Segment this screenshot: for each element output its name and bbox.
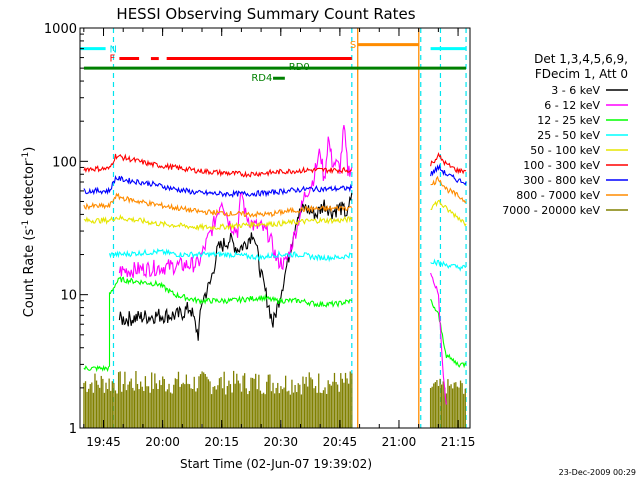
- series-line-6-12keV: [118, 125, 353, 279]
- y-axis-label-main: Count Rate (s: [22, 229, 37, 318]
- y-axis-label-end: ): [22, 147, 37, 152]
- plot-content: [80, 28, 467, 428]
- legend-label: 3 - 6 keV: [551, 84, 600, 97]
- post-gap-series-line-4: [430, 258, 467, 272]
- series-line-800-7000keV: [83, 192, 353, 219]
- y-tick-label: 10: [60, 289, 77, 304]
- y-axis-label-sup2: -1: [21, 152, 31, 161]
- x-tick-label: 20:45: [323, 435, 358, 449]
- post-gap-series-line-2: [430, 175, 467, 204]
- y-tick-label: 1000: [44, 22, 77, 37]
- chart-title: HESSI Observing Summary Count Rates: [116, 5, 415, 23]
- legend-label: 25 - 50 keV: [537, 129, 600, 142]
- post-gap-series-line-6: [430, 272, 447, 405]
- series-line-300-800keV: [83, 174, 353, 198]
- annotation-rd4: RD4: [251, 73, 272, 84]
- legend-label: 7000 - 20000 keV: [502, 204, 600, 217]
- post-gap-series-line-1: [430, 163, 467, 186]
- y-axis-label: Count Rate (s-1 detector-1): [21, 147, 37, 318]
- x-tick-label: 20:30: [263, 435, 298, 449]
- series-line-100-300keV: [83, 153, 352, 178]
- post-gap-series-line-0: [430, 152, 467, 175]
- legend: Det 1,3,4,5,6,9, FDecim 1, Att 0 3 - 6 k…: [502, 52, 628, 217]
- series-line-25-50keV: [108, 247, 353, 263]
- legend-label: 50 - 100 keV: [530, 144, 600, 157]
- x-axis: 19:45 20:00 20:15 20:30 20:45 21:00 21:15: [83, 28, 476, 449]
- x-tick-label: 20:15: [204, 435, 239, 449]
- x-axis-label: Start Time (02-Jun-07 19:39:02): [180, 457, 372, 471]
- legend-label: 12 - 25 keV: [537, 114, 600, 127]
- y-axis-label-sup1: -1: [21, 220, 31, 229]
- x-tick-label: 21:00: [382, 435, 417, 449]
- y-axis: 1 10 100 1000: [44, 22, 88, 437]
- x-tick-label: 19:45: [86, 435, 121, 449]
- y-axis-label-mid: detector: [22, 160, 37, 220]
- y-tick-label: 1: [69, 422, 77, 437]
- annotation-n: N: [110, 45, 117, 56]
- x-tick-label: 21:15: [441, 435, 476, 449]
- legend-label: 100 - 300 keV: [523, 159, 600, 172]
- legend-title-2: FDecim 1, Att 0: [535, 67, 628, 81]
- x-tick-label: 20:00: [145, 435, 180, 449]
- y-tick-label: 100: [52, 155, 77, 170]
- legend-label: 800 - 7000 keV: [516, 189, 600, 202]
- annotation-f: F: [110, 54, 116, 65]
- post-gap-series-line-5: [430, 298, 467, 369]
- annotation-rd0: RD0: [289, 62, 310, 73]
- series-line-50-100keV: [83, 214, 353, 232]
- series-line-12-25keV: [83, 276, 353, 373]
- timestamp: 23-Dec-2009 00:29: [559, 468, 636, 477]
- legend-label: 300 - 800 keV: [523, 174, 600, 187]
- plot-frame: [79, 27, 471, 429]
- legend-title-1: Det 1,3,4,5,6,9,: [534, 52, 628, 66]
- plot-area: NF S RD0 RD4: [80, 28, 467, 428]
- annotation-s: S: [350, 40, 356, 51]
- post-gap-series-line-3: [430, 199, 467, 227]
- legend-label: 6 - 12 keV: [544, 99, 600, 112]
